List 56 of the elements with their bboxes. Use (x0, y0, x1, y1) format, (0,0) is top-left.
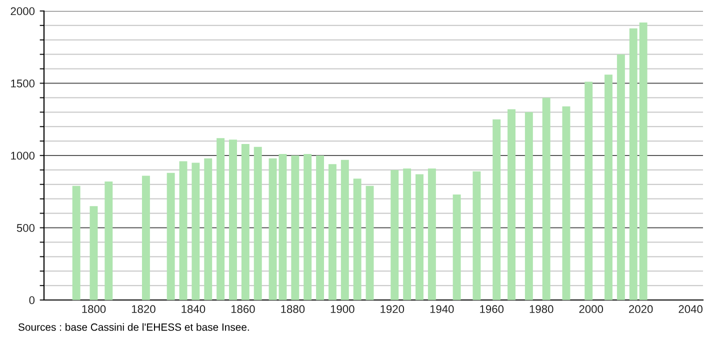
bar (472, 171, 481, 300)
bar (278, 154, 287, 300)
y-tick-label: 1500 (11, 80, 35, 88)
x-tick-label: 1900 (330, 305, 354, 314)
bar (291, 156, 300, 300)
x-tick-label: 2020 (629, 305, 653, 314)
bar (142, 176, 150, 300)
bar (316, 156, 324, 300)
source-note: Sources : base Cassini de l'EHESS et base Insee. (18, 323, 249, 331)
bar (366, 186, 374, 300)
bar (428, 168, 436, 300)
bar (403, 168, 412, 300)
bar (104, 182, 113, 300)
bar (216, 138, 225, 300)
bar (508, 109, 516, 300)
bar (328, 164, 336, 300)
bar (192, 162, 200, 300)
x-tick-label: 1800 (82, 305, 106, 314)
y-tick-label: 0 (29, 296, 35, 304)
bar (340, 160, 349, 300)
y-tick-label: 2000 (10, 7, 35, 16)
bar (604, 74, 612, 300)
bar (268, 158, 277, 300)
x-tick-label: 1920 (380, 305, 404, 314)
bar (254, 146, 262, 300)
x-tick-label: 1860 (231, 305, 255, 314)
x-tick-label: 1820 (132, 305, 156, 314)
y-tick-label: 500 (16, 224, 35, 232)
bar (166, 172, 175, 300)
bar (179, 161, 188, 300)
bar (452, 194, 461, 300)
bar (616, 54, 625, 300)
bar (204, 158, 212, 300)
bar (416, 174, 424, 300)
bar (304, 154, 312, 300)
bar (542, 98, 550, 300)
bar (353, 178, 362, 300)
x-tick-label: 1960 (480, 305, 504, 314)
bar (492, 119, 501, 300)
bar (90, 206, 98, 300)
bar (390, 170, 399, 300)
x-tick-label: 1880 (281, 305, 305, 314)
bar (629, 28, 638, 300)
bar (584, 82, 593, 300)
x-tick-label: 1840 (182, 305, 206, 314)
x-tick-label: 2000 (579, 305, 604, 314)
x-tick-label: 1940 (430, 305, 454, 314)
bar (562, 106, 570, 300)
x-tick-label: 2040 (678, 305, 702, 314)
bar (72, 186, 80, 300)
y-tick-label: 1000 (11, 152, 35, 160)
bar (524, 112, 533, 300)
bar (639, 22, 648, 300)
bar (229, 140, 237, 300)
x-tick-label: 1980 (530, 305, 554, 314)
bar (241, 144, 250, 300)
